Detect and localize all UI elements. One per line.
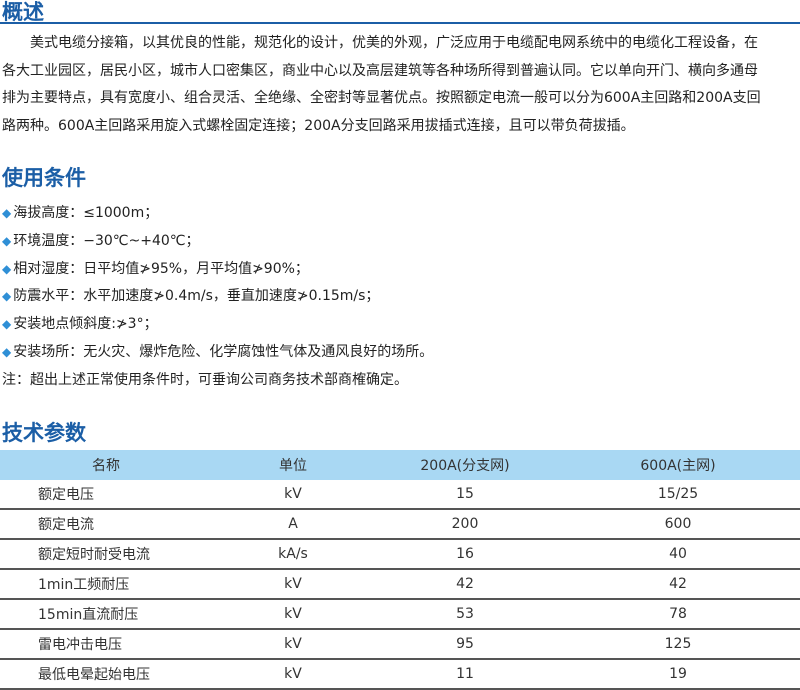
table-cell: 11 (374, 659, 556, 690)
condition-item: ◆ 安装场所：无火灾、爆炸危险、化学腐蚀性气体及通风良好的场所。 (2, 339, 433, 367)
overview-heading: 概述 (2, 0, 44, 24)
table-cell: 42 (556, 569, 800, 600)
diamond-bullet-icon: ◆ (2, 261, 12, 276)
table-row: 额定短时耐受电流 kA/s 16 40 (0, 539, 800, 570)
condition-item: ◆ 海拔高度：≤1000m； (2, 200, 433, 228)
table-cell: 额定短时耐受电流 (0, 539, 212, 570)
overview-paragraph: 美式电缆分接箱，以其优良的性能，规范化的设计，优美的外观，广泛应用于电缆配电网系… (2, 30, 798, 140)
condition-item: ◆ 环境温度：−30℃~+40℃； (2, 228, 433, 256)
table-row: 雷电冲击电压 kV 95 125 (0, 629, 800, 660)
table-cell: kV (212, 629, 374, 660)
heading-divider (0, 22, 800, 24)
table-cell: 15/25 (556, 480, 800, 510)
table-row: 额定电流 A 200 600 (0, 509, 800, 540)
paragraph-line: 排为主要特点，具有宽度小、组合灵活、全绝缘、全密封等显著优点。按照额定电流一般可… (2, 90, 761, 106)
table-cell: kV (212, 599, 374, 630)
condition-item: ◆ 防震水平：水平加速度≯0.4m/s，垂直加速度≯0.15m/s； (2, 283, 433, 311)
table-cell: 600 (556, 509, 800, 540)
conditions-heading: 使用条件 (2, 166, 86, 190)
table-cell: kV (212, 659, 374, 690)
condition-text: 环境温度：−30℃~+40℃； (13, 232, 200, 249)
col-header: 200A(分支网) (374, 450, 556, 480)
conditions-list: ◆ 海拔高度：≤1000m； ◆ 环境温度：−30℃~+40℃； ◆ 相对湿度：日平均值≯… (2, 200, 433, 395)
params-table: 名称 单位 200A(分支网) 600A(主网) 额定电压 kV 15 15/25 额定… (0, 450, 800, 690)
table-row: 1min工频耐压 kV 42 42 (0, 569, 800, 600)
diamond-bullet-icon: ◆ (2, 206, 12, 220)
condition-text: 防震水平：水平加速度≯0.4m/s，垂直加速度≯0.15m/s； (13, 288, 380, 305)
table-cell: 125 (556, 629, 800, 660)
table-cell: kV (212, 480, 374, 510)
diamond-bullet-icon: ◆ (2, 344, 12, 359)
table-cell: 1min工频耐压 (0, 569, 212, 600)
table-row: 额定电压 kV 15 15/25 (0, 480, 800, 510)
paragraph-line: 路两种。600A主回路采用旋入式螺栓固定连接；200A分支回路采用拔插式连接，且… (2, 117, 635, 134)
table-header-row: 名称 单位 200A(分支网) 600A(主网) (0, 450, 800, 480)
conditions-note: 注：超出上述正常使用条件时，可垂询公司商务技术部商榷确定。 (2, 371, 408, 388)
paragraph-line: 各大工业园区，居民小区，城市人口密集区，商业中心以及高层建筑等各种场所得到普遍认… (2, 62, 758, 79)
condition-text: 海拔高度：≤1000m； (13, 205, 159, 221)
table-cell: 16 (374, 539, 556, 570)
table-cell: 42 (374, 569, 556, 600)
table-cell: 19 (556, 659, 800, 690)
condition-text: 安装场所：无火灾、爆炸危险、化学腐蚀性气体及通风良好的场所。 (13, 343, 434, 360)
condition-item: ◆ 相对湿度：日平均值≯95%，月平均值≯90%； (2, 256, 433, 284)
table-cell: 雷电冲击电压 (0, 629, 212, 660)
diamond-bullet-icon: ◆ (2, 289, 12, 304)
table-cell: 15min直流耐压 (0, 599, 212, 630)
table-cell: kA/s (212, 539, 374, 570)
col-header: 单位 (212, 450, 374, 480)
table-row: 最低电晕起始电压 kV 11 19 (0, 659, 800, 690)
table-cell: 95 (374, 629, 556, 660)
condition-item: ◆ 安装地点倾斜度:≯3°； (2, 311, 433, 339)
table-cell: 78 (556, 599, 800, 630)
col-header: 600A(主网) (556, 450, 800, 480)
paragraph-line: 美式电缆分接箱，以其优良的性能，规范化的设计，优美的外观，广泛应用于电缆配电网系… (30, 35, 758, 51)
table-cell: 15 (374, 480, 556, 510)
params-heading: 技术参数 (2, 421, 86, 445)
table-cell: 额定电压 (0, 480, 212, 510)
table-cell: 额定电流 (0, 509, 212, 540)
table-cell: 40 (556, 539, 800, 570)
diamond-bullet-icon: ◆ (2, 317, 12, 332)
condition-text: 安装地点倾斜度:≯3°； (13, 316, 158, 333)
col-header: 名称 (0, 450, 212, 480)
table-cell: 200 (374, 509, 556, 540)
table-cell: kV (212, 569, 374, 600)
table-cell: 53 (374, 599, 556, 630)
diamond-bullet-icon: ◆ (2, 233, 12, 248)
table-row: 15min直流耐压 kV 53 78 (0, 599, 800, 630)
condition-text: 相对湿度：日平均值≯95%，月平均值≯90%； (13, 260, 309, 277)
table-cell: 最低电晕起始电压 (0, 659, 212, 690)
table-cell: A (212, 509, 374, 540)
